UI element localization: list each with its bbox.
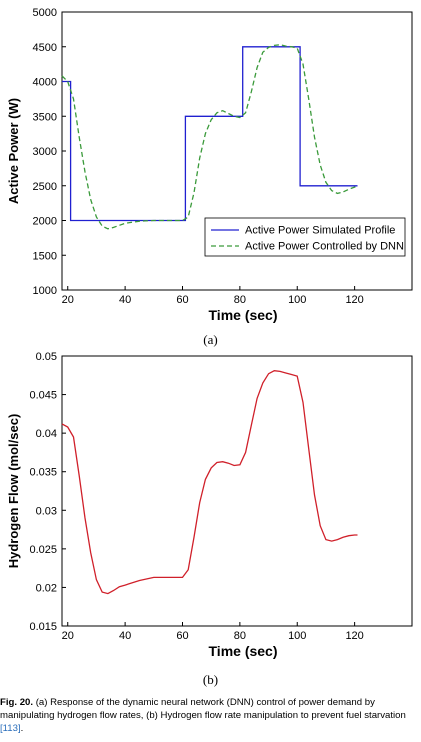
y-tick-label-1-3: 0.03 — [36, 505, 57, 517]
y-tick-label-0-5: 3500 — [33, 111, 57, 123]
figure-caption: Fig. 20. (a) Response of the dynamic neu… — [0, 696, 421, 735]
x-tick-label-0-1: 40 — [119, 294, 131, 306]
chart-a: 20 40 60 80 100 120 1000 1500 2000 2500 3000 3500 40… — [0, 0, 421, 330]
legend-0: Active Power Simulated Profile Active Pow… — [204, 217, 406, 257]
y-tick-label-1-7: 0.05 — [36, 351, 57, 363]
caption-fig-label: Fig. 20. — [0, 697, 34, 708]
x-axis-label-0: Time (sec) — [209, 307, 278, 323]
y-tick-label-1-1: 0.02 — [36, 582, 57, 594]
x-tick-label-0-0: 20 — [62, 294, 74, 306]
legend-label-0-1: Active Power Controlled by DNN — [245, 241, 404, 253]
chart-b-svg: 20 40 60 80 100 120 0.015 0.02 0.025 0.03 0.035 0.0… — [6, 351, 413, 659]
y-axis-label-1: Hydrogen Flow (mol/sec) — [6, 414, 21, 569]
series-line-0-0 — [62, 46, 358, 222]
y-tick-label-0-1: 1500 — [33, 250, 57, 262]
y-tick-label-0-4: 3000 — [33, 146, 57, 158]
y-tick-label-0-0: 1000 — [33, 285, 57, 297]
chart-a-svg: 20 40 60 80 100 120 1000 1500 2000 2500 3000 3500 40… — [6, 7, 413, 323]
x-tick-label-1-4: 100 — [288, 630, 306, 642]
x-axis-label-1: Time (sec) — [209, 643, 278, 659]
y-tick-label-0-6: 4000 — [33, 77, 57, 89]
x-tick-label-1-1: 40 — [119, 630, 131, 642]
series-line-0-1 — [61, 44, 358, 230]
y-axis-label-0: Active Power (W) — [6, 98, 21, 204]
x-tick-label-1-2: 60 — [176, 630, 188, 642]
y-tick-label-1-2: 0.025 — [29, 544, 57, 556]
x-tick-label-0-2: 60 — [176, 294, 188, 306]
plot-frame-1 — [61, 355, 413, 627]
y-tick-label-1-4: 0.035 — [29, 467, 57, 479]
caption-reference-link[interactable]: [113] — [0, 723, 21, 734]
x-tick-label-1-3: 80 — [234, 630, 246, 642]
caption-text: (a) Response of the dynamic neural netwo… — [0, 697, 406, 721]
x-tick-label-0-4: 100 — [288, 294, 306, 306]
y-tick-label-0-2: 2000 — [33, 216, 57, 228]
y-tick-label-1-6: 0.045 — [29, 390, 57, 402]
x-tick-label-1-5: 120 — [345, 630, 363, 642]
y-tick-label-1-5: 0.04 — [36, 428, 57, 440]
legend-box-0 — [204, 217, 406, 257]
series-line-1-0 — [61, 370, 358, 595]
y-tick-label-1-0: 0.015 — [29, 621, 57, 633]
x-tick-label-1-0: 20 — [62, 630, 74, 642]
panel-label-b: (b) — [202, 672, 219, 687]
legend-label-0-0: Active Power Simulated Profile — [245, 225, 395, 237]
chart-b: 20 40 60 80 100 120 0.015 0.02 0.025 0.03 0.035 0.0… — [0, 346, 421, 670]
y-tick-label-0-3: 2500 — [33, 181, 57, 193]
caption-end: . — [20, 723, 24, 734]
y-tick-label-0-8: 5000 — [33, 7, 57, 19]
x-tick-label-0-3: 80 — [234, 294, 246, 306]
panel-label-a: (a) — [203, 332, 218, 347]
y-tick-label-0-7: 4500 — [33, 42, 57, 54]
x-tick-label-0-5: 120 — [345, 294, 363, 306]
